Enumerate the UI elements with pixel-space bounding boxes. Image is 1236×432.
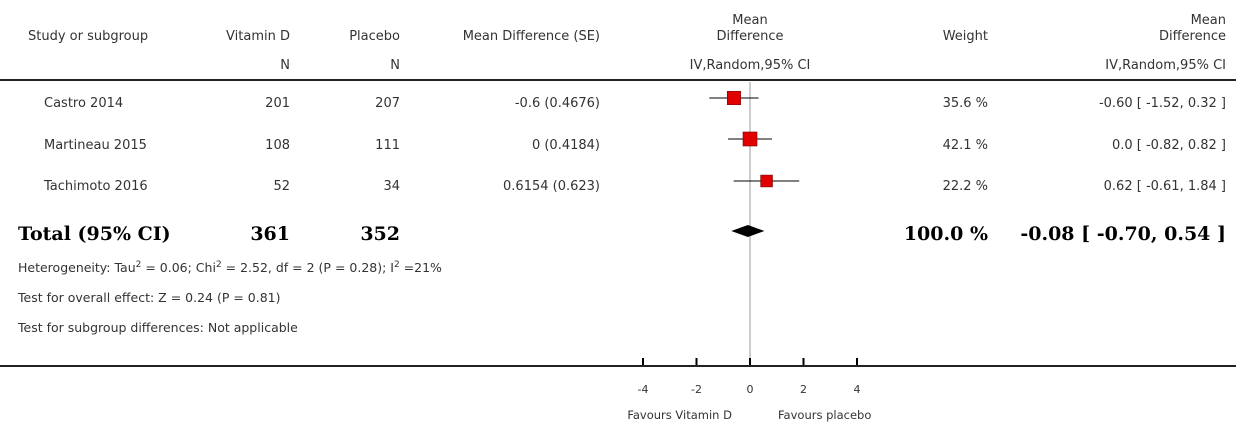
study-name: Martineau 2015	[44, 138, 147, 153]
total-weight: 100.0 %	[903, 223, 988, 245]
header-study: Study or subgroup	[28, 29, 149, 44]
header-plot-line2: Difference	[716, 29, 784, 44]
header-plot-line1: Mean	[732, 13, 768, 28]
mean-difference-se: -0.6 (0.4676)	[514, 96, 600, 111]
total-ci-text: -0.08 [ -0.70, 0.54 ]	[1020, 223, 1226, 245]
favours-vitamin-d-label: Favours Vitamin D	[627, 408, 732, 422]
study-name: Castro 2014	[44, 96, 124, 111]
ci-text: 0.62 [ -0.61, 1.84 ]	[1103, 179, 1226, 194]
ci-text: -0.60 [ -1.52, 0.32 ]	[1098, 96, 1226, 111]
total-label: Total (95% CI)	[18, 223, 171, 245]
overall-effect-note: Test for overall effect: Z = 0.24 (P = 0…	[18, 290, 281, 305]
header-md-method: IV,Random,95% CI	[1105, 58, 1226, 73]
mean-difference-se: 0.6154 (0.623)	[503, 179, 600, 194]
study-estimate-marker	[760, 174, 773, 188]
tick-label: 2	[800, 383, 807, 396]
total-vitamin-d-n: 361	[250, 223, 290, 245]
weight: 42.1 %	[942, 138, 988, 153]
vitamin-d-n: 52	[273, 179, 290, 194]
study-name: Tachimoto 2016	[44, 179, 148, 194]
ci-text: 0.0 [ -0.82, 0.82 ]	[1111, 138, 1226, 153]
placebo-n: 34	[383, 179, 400, 194]
weight: 22.2 %	[942, 179, 988, 194]
favours-placebo-label: Favours placebo	[778, 408, 872, 422]
header-placebo: Placebo	[349, 29, 400, 44]
placebo-n: 207	[375, 96, 400, 111]
bottom-divider	[0, 365, 1236, 367]
header-md-line2: Difference	[1158, 29, 1226, 44]
study-estimate-marker	[742, 131, 758, 147]
header-plot-method: IV,Random,95% CI	[689, 58, 811, 73]
vitamin-d-n: 201	[265, 96, 290, 111]
study-estimate-marker	[726, 91, 741, 105]
total-placebo-n: 352	[360, 223, 400, 245]
pooled-diamond	[731, 225, 765, 237]
header-weight: Weight	[942, 29, 988, 44]
header-placebo-n: N	[390, 58, 400, 73]
tick-label: 4	[853, 383, 861, 396]
header-mean-difference-se: Mean Difference (SE)	[462, 29, 600, 44]
placebo-n: 111	[375, 138, 400, 153]
mean-difference-se: 0 (0.4184)	[531, 138, 600, 153]
subgroup-differences-note: Test for subgroup differences: Not appli…	[18, 320, 298, 335]
weight: 35.6 %	[942, 96, 988, 111]
tick-label: -2	[691, 383, 702, 396]
vitamin-d-n: 108	[265, 138, 290, 153]
header-vitamin-d-n: N	[280, 58, 290, 73]
header-md-line1: Mean	[1190, 13, 1226, 28]
tick-label: -4	[637, 383, 649, 396]
header-vitamin-d: Vitamin D	[226, 29, 290, 44]
heterogeneity-note: Heterogeneity: Tau2 = 0.06; Chi2 = 2.52,…	[18, 260, 442, 276]
header-divider	[0, 79, 1236, 81]
tick-label: 0	[746, 383, 754, 396]
